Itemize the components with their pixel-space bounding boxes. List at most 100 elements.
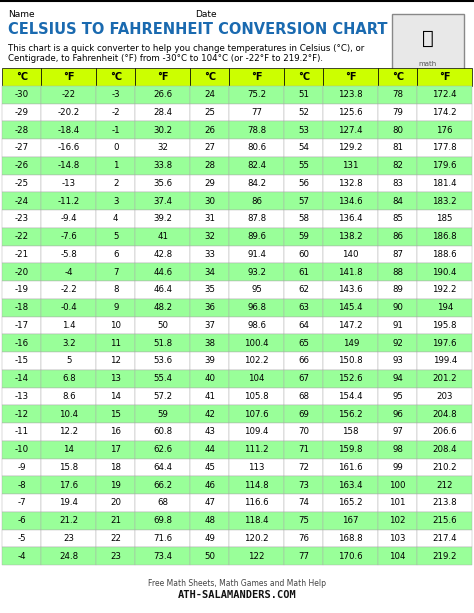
Bar (96, 263, 136, 281)
Text: 67: 67 (298, 374, 309, 383)
Text: -23: -23 (15, 215, 29, 223)
Text: 62: 62 (298, 286, 309, 294)
Text: -1: -1 (111, 126, 120, 135)
Bar (2, 210, 42, 228)
Text: 39: 39 (204, 356, 215, 365)
Text: 17: 17 (110, 445, 121, 454)
Text: 46.4: 46.4 (153, 286, 173, 294)
Bar (229, 86, 284, 104)
Text: °C: °C (109, 72, 122, 82)
Bar (2, 281, 42, 299)
Text: 147.2: 147.2 (338, 321, 363, 330)
Text: 89: 89 (392, 286, 403, 294)
Text: 44: 44 (204, 445, 215, 454)
Bar (418, 157, 472, 175)
Text: -19: -19 (15, 286, 29, 294)
Text: 33.8: 33.8 (153, 161, 173, 170)
Bar (190, 157, 229, 175)
Text: 120.2: 120.2 (245, 534, 269, 543)
Bar (418, 387, 472, 405)
Text: 194: 194 (437, 303, 453, 312)
Text: 78.8: 78.8 (247, 126, 266, 135)
Text: 172.4: 172.4 (432, 90, 457, 99)
Text: 26.6: 26.6 (153, 90, 173, 99)
Text: 8.6: 8.6 (62, 392, 75, 401)
Text: 30.2: 30.2 (153, 126, 173, 135)
Text: 55: 55 (298, 161, 309, 170)
Bar (378, 104, 418, 121)
Text: 49: 49 (204, 534, 215, 543)
Text: 97: 97 (392, 427, 403, 436)
Text: 7: 7 (113, 268, 118, 276)
Text: 217.4: 217.4 (432, 534, 457, 543)
Bar (2, 423, 42, 441)
Bar (378, 175, 418, 192)
Bar (2, 459, 42, 476)
Bar (378, 370, 418, 387)
Text: 74: 74 (298, 498, 309, 508)
Bar (96, 281, 136, 299)
Bar (418, 530, 472, 547)
Text: 5: 5 (113, 232, 118, 241)
FancyBboxPatch shape (392, 14, 464, 72)
Text: 197.6: 197.6 (432, 338, 457, 348)
Text: 64: 64 (298, 321, 309, 330)
Bar (284, 441, 323, 459)
Text: °F: °F (157, 72, 168, 82)
Bar (284, 387, 323, 405)
Bar (229, 352, 284, 370)
Text: 103: 103 (390, 534, 406, 543)
Text: 59: 59 (157, 409, 168, 419)
Text: -11.2: -11.2 (58, 197, 80, 205)
Text: -9: -9 (18, 463, 26, 472)
Bar (418, 299, 472, 316)
Text: 42: 42 (204, 409, 215, 419)
Bar (378, 245, 418, 263)
Text: 95: 95 (392, 392, 403, 401)
Text: 23: 23 (63, 534, 74, 543)
Bar (378, 494, 418, 512)
Bar (136, 441, 190, 459)
Text: 57: 57 (298, 197, 309, 205)
Text: 114.8: 114.8 (245, 481, 269, 490)
Text: 96.8: 96.8 (247, 303, 266, 312)
Text: 46: 46 (204, 481, 215, 490)
Bar (42, 139, 96, 157)
Text: 53: 53 (298, 126, 309, 135)
Text: -9.4: -9.4 (60, 215, 77, 223)
Bar (418, 476, 472, 494)
Bar (42, 210, 96, 228)
Text: 28.4: 28.4 (153, 108, 173, 117)
Bar (229, 476, 284, 494)
Text: °C: °C (392, 72, 404, 82)
Text: 93.2: 93.2 (247, 268, 266, 276)
Bar (284, 68, 323, 86)
Bar (378, 299, 418, 316)
Text: 206.6: 206.6 (432, 427, 457, 436)
Bar (2, 86, 42, 104)
Bar (284, 405, 323, 423)
Text: 185: 185 (437, 215, 453, 223)
Bar (2, 387, 42, 405)
Bar (229, 245, 284, 263)
Bar (378, 281, 418, 299)
Text: 75.2: 75.2 (247, 90, 266, 99)
Bar (2, 104, 42, 121)
Bar (229, 139, 284, 157)
Text: -11: -11 (15, 427, 29, 436)
Bar (229, 299, 284, 316)
Bar (323, 494, 378, 512)
Bar (190, 245, 229, 263)
Bar (136, 281, 190, 299)
Bar (190, 210, 229, 228)
Text: 102: 102 (390, 516, 406, 525)
Text: 132.8: 132.8 (338, 179, 363, 188)
Text: 14: 14 (63, 445, 74, 454)
Bar (323, 210, 378, 228)
Text: 116.6: 116.6 (245, 498, 269, 508)
Bar (96, 530, 136, 547)
Text: 107.6: 107.6 (245, 409, 269, 419)
Bar (2, 334, 42, 352)
Text: 27: 27 (204, 143, 215, 153)
Bar (2, 175, 42, 192)
